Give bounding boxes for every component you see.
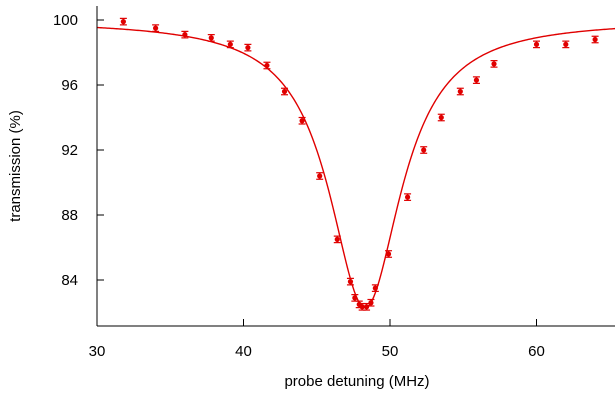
x-tick-label: 50 <box>382 343 399 360</box>
marker <box>533 41 540 47</box>
data-point <box>226 40 234 49</box>
data-point <box>385 250 393 258</box>
marker <box>372 285 378 291</box>
marker <box>457 88 463 95</box>
data-point <box>119 17 127 26</box>
marker <box>120 19 126 25</box>
marker <box>281 88 288 95</box>
data-point <box>346 277 354 286</box>
data-point <box>244 43 252 52</box>
data-point <box>367 298 375 307</box>
data-point <box>472 76 480 84</box>
marker <box>317 173 323 179</box>
data-point <box>404 193 412 201</box>
y-tick-label: 96 <box>61 77 78 94</box>
y-tick-label: 100 <box>53 12 78 29</box>
marker <box>334 236 340 242</box>
data-point <box>420 146 428 154</box>
fit-curve <box>96 26 615 309</box>
data-point <box>351 294 359 302</box>
marker <box>182 32 188 38</box>
y-axis: 84 88 92 96 100 <box>53 6 104 326</box>
y-tick-label: 84 <box>61 272 78 289</box>
marker <box>245 45 251 51</box>
marker <box>421 147 427 153</box>
marker <box>352 295 358 301</box>
plot-area <box>96 17 615 311</box>
data-point <box>281 87 289 96</box>
data-point <box>437 113 445 122</box>
x-tick-label: 40 <box>235 343 252 360</box>
marker <box>438 114 444 121</box>
y-axis-label: transmission (%) <box>7 110 24 222</box>
data-point <box>316 172 324 180</box>
data-point <box>333 235 341 244</box>
marker <box>592 36 598 43</box>
x-tick-label: 30 <box>89 343 106 360</box>
marker <box>299 118 305 124</box>
data-point <box>207 34 215 42</box>
data-point <box>490 60 498 68</box>
data-point <box>562 40 570 49</box>
marker <box>491 61 497 67</box>
marker <box>208 35 214 41</box>
x-tick-label: 60 <box>528 343 545 360</box>
data-point <box>298 116 306 125</box>
marker <box>363 304 370 310</box>
x-ticks: 30 40 50 60 <box>89 319 545 360</box>
data-point <box>152 24 160 32</box>
data-point <box>591 35 599 44</box>
data-point <box>181 30 189 39</box>
marker <box>385 251 392 257</box>
marker <box>227 41 233 47</box>
data-points <box>119 17 599 311</box>
y-tick-label: 88 <box>61 207 78 224</box>
marker <box>264 62 270 69</box>
x-axis-label: probe detuning (MHz) <box>284 373 429 390</box>
marker <box>563 41 569 47</box>
marker <box>404 194 411 200</box>
marker <box>359 304 365 310</box>
data-point <box>371 284 379 292</box>
y-tick-label: 92 <box>61 142 78 159</box>
marker <box>153 25 159 31</box>
x-axis: 30 40 50 60 <box>89 319 615 360</box>
data-point <box>533 40 540 49</box>
marker <box>368 300 374 306</box>
marker <box>473 77 480 83</box>
data-point <box>456 87 464 96</box>
data-point <box>263 61 271 70</box>
marker <box>347 279 354 285</box>
y-ticks: 84 88 92 96 100 <box>53 12 104 289</box>
